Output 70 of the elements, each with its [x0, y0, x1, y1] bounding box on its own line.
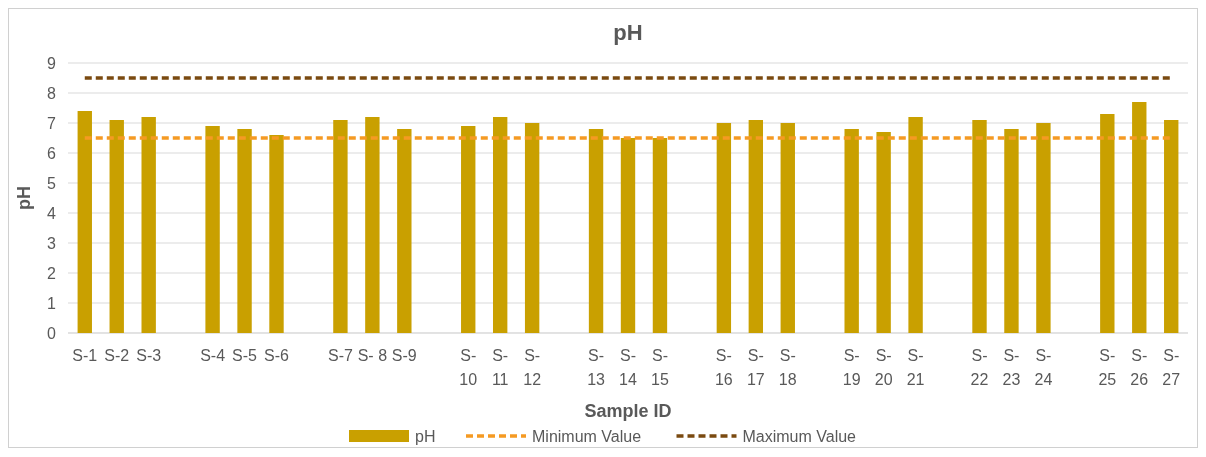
- x-tick-label: S-5: [232, 347, 258, 364]
- bar: [397, 129, 412, 333]
- bar: [365, 117, 380, 333]
- chart-title: pH: [613, 20, 643, 45]
- x-tick-label: S-11: [491, 347, 509, 388]
- bar: [620, 138, 636, 333]
- bar: [972, 120, 987, 333]
- y-tick-label: 5: [47, 174, 57, 192]
- x-tick-label: S-10: [459, 347, 478, 388]
- x-tick-label: S-15: [651, 347, 669, 388]
- y-tick-label: 1: [47, 294, 57, 312]
- bar: [780, 123, 795, 333]
- bar: [141, 117, 156, 333]
- bar: [333, 120, 348, 333]
- y-tick-label: 3: [47, 234, 57, 252]
- x-tick-label: S-27: [1162, 347, 1181, 388]
- y-axis-title: pH: [14, 186, 34, 210]
- y-tick-label: 6: [47, 144, 57, 162]
- bar: [461, 126, 476, 333]
- legend-label: pH: [415, 428, 436, 445]
- x-tick-label: S-22: [970, 347, 989, 388]
- bar: [492, 117, 508, 333]
- x-tick-label: S-6: [264, 347, 290, 364]
- x-tick-label: S-24: [1034, 347, 1053, 388]
- y-tick-label: 0: [47, 324, 57, 342]
- x-tick-label: S-26: [1130, 347, 1149, 388]
- y-tick-label: 8: [47, 84, 57, 102]
- x-tick-label: S-21: [906, 347, 925, 388]
- x-tick-label: S-13: [587, 347, 606, 388]
- x-tick-label: S-23: [1002, 347, 1021, 388]
- x-tick-label: S-25: [1098, 347, 1117, 388]
- bar: [205, 126, 220, 333]
- bar: [652, 138, 668, 333]
- x-tick-label: S-1: [72, 347, 98, 364]
- bar: [588, 129, 604, 333]
- bar: [876, 132, 891, 333]
- x-tick-label: S-18: [778, 347, 797, 388]
- bar: [1004, 129, 1019, 333]
- bar: [716, 123, 732, 333]
- x-tick-label: S-16: [714, 347, 733, 388]
- x-tick-label: S-14: [619, 347, 637, 388]
- x-tick-label: S-2: [104, 347, 130, 364]
- x-tick-label: S-19: [842, 347, 861, 388]
- bar: [77, 111, 92, 333]
- x-tick-label: S- 8: [357, 347, 388, 364]
- bar: [844, 129, 859, 333]
- y-tick-label: 9: [47, 54, 57, 72]
- x-tick-label: S-12: [523, 347, 542, 388]
- legend-label: Minimum Value: [532, 428, 642, 445]
- y-tick-label: 7: [47, 114, 57, 132]
- bar: [269, 135, 284, 333]
- bar: [1100, 114, 1115, 333]
- x-tick-label: S-4: [200, 347, 226, 364]
- x-tick-label: S-20: [874, 347, 893, 388]
- bar: [109, 120, 124, 333]
- bar: [1036, 123, 1051, 333]
- x-tick-label: S-7: [327, 347, 353, 364]
- bar: [1132, 102, 1147, 333]
- bar: [748, 120, 764, 333]
- y-tick-label: 4: [47, 204, 57, 222]
- bar: [524, 123, 540, 333]
- y-tick-label: 2: [47, 264, 57, 282]
- x-tick-label: S-17: [746, 347, 765, 388]
- x-axis-title: Sample ID: [584, 401, 672, 421]
- bar: [237, 129, 252, 333]
- x-tick-label: S-9: [391, 347, 417, 364]
- bar: [908, 117, 923, 333]
- legend-label: Maximum Value: [742, 428, 857, 445]
- bar: [1164, 120, 1179, 333]
- x-tick-label: S-3: [136, 347, 162, 364]
